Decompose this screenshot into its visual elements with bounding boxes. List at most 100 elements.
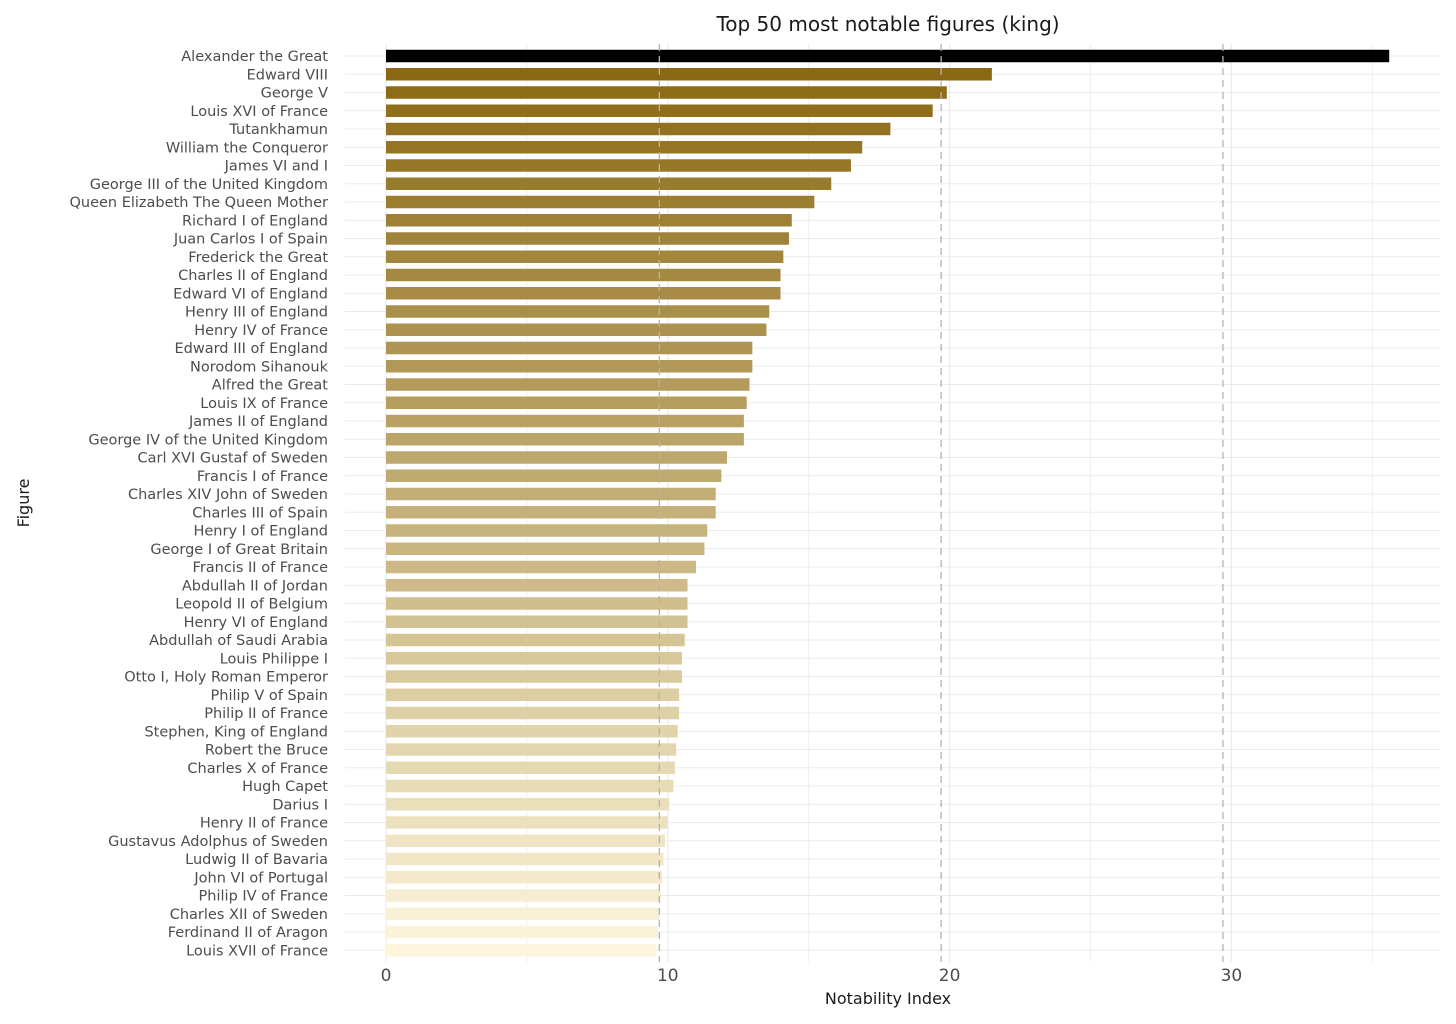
category-label: Philip II of France bbox=[204, 706, 328, 722]
category-label: Louis XVII of France bbox=[186, 943, 328, 959]
category-label: James II of England bbox=[188, 414, 328, 430]
x-tick-labels: 0 10 20 30 bbox=[381, 966, 1243, 986]
category-label: Francis II of France bbox=[193, 560, 329, 576]
category-label: Edward III of England bbox=[174, 341, 328, 357]
category-label: Henry II of France bbox=[200, 816, 328, 832]
category-label: Robert the Bruce bbox=[205, 743, 328, 759]
bar bbox=[386, 816, 668, 829]
chart-title: Top 50 most notable figures (king) bbox=[715, 12, 1059, 36]
category-label: Darius I bbox=[272, 797, 328, 813]
bar bbox=[386, 615, 688, 628]
category-label: Otto I, Holy Roman Emperor bbox=[124, 670, 328, 686]
bar bbox=[386, 68, 992, 81]
category-label: Leopold II of Belgium bbox=[175, 597, 328, 613]
category-label: Alexander the Great bbox=[181, 49, 328, 65]
category-label: Ludwig II of Bavaria bbox=[185, 852, 328, 868]
category-label: Juan Carlos I of Spain bbox=[173, 232, 328, 248]
category-label: Charles XIV John of Sweden bbox=[128, 487, 328, 503]
category-label: Henry I of England bbox=[193, 524, 328, 540]
bar bbox=[386, 305, 770, 318]
bar bbox=[386, 378, 750, 391]
bar bbox=[386, 944, 657, 957]
category-label: Edward VIII bbox=[247, 67, 328, 83]
bar bbox=[386, 177, 832, 190]
x-tick-label: 20 bbox=[939, 966, 961, 986]
category-label: Henry III of England bbox=[185, 305, 328, 321]
category-label: Tutankhamun bbox=[228, 122, 328, 138]
bar bbox=[386, 49, 1390, 63]
bar bbox=[386, 871, 663, 884]
bar bbox=[386, 250, 784, 263]
category-label: Henry VI of England bbox=[184, 615, 328, 631]
category-label: Louis IX of France bbox=[200, 396, 328, 412]
bar bbox=[386, 761, 675, 774]
category-label: Charles III of Spain bbox=[192, 505, 328, 521]
bar bbox=[386, 725, 678, 738]
category-label: Charles XII of Sweden bbox=[170, 907, 328, 923]
bar bbox=[386, 396, 747, 409]
bar bbox=[386, 743, 677, 756]
category-label: Ferdinand II of Aragon bbox=[168, 925, 328, 941]
bar bbox=[386, 688, 680, 701]
category-label: Abdullah II of Jordan bbox=[182, 578, 328, 594]
bar bbox=[386, 652, 682, 665]
bars bbox=[386, 49, 1390, 957]
bar bbox=[386, 341, 753, 355]
bar bbox=[386, 86, 947, 99]
category-label: Richard I of England bbox=[182, 213, 328, 229]
category-label: Alfred the Great bbox=[212, 378, 329, 394]
bar bbox=[386, 268, 781, 282]
category-label: Charles X of France bbox=[187, 761, 328, 777]
bar bbox=[386, 122, 891, 136]
bar bbox=[386, 706, 680, 720]
y-axis-title: Figure bbox=[14, 479, 33, 528]
bar bbox=[386, 287, 781, 300]
x-tick-label: 30 bbox=[1221, 966, 1243, 986]
bar bbox=[386, 779, 674, 793]
bar bbox=[386, 560, 696, 574]
category-label: Francis I of France bbox=[197, 469, 328, 485]
bar bbox=[386, 360, 753, 373]
category-label: Louis XVI of France bbox=[190, 104, 328, 120]
category-label: Stephen, King of England bbox=[144, 724, 328, 740]
bar bbox=[386, 159, 851, 172]
bar bbox=[386, 889, 661, 902]
bar bbox=[386, 597, 688, 610]
category-labels: Alexander the Great Edward VIII George V Lo… bbox=[69, 49, 328, 959]
category-label: Charles II of England bbox=[178, 268, 328, 284]
category-label: Henry IV of France bbox=[194, 323, 328, 339]
bar bbox=[386, 469, 722, 482]
x-tick-label: 0 bbox=[381, 966, 392, 986]
bar bbox=[386, 925, 658, 939]
bar bbox=[386, 506, 716, 519]
bar bbox=[386, 141, 863, 154]
bar bbox=[386, 633, 685, 647]
category-label: James VI and I bbox=[224, 159, 328, 175]
bar bbox=[386, 214, 792, 227]
category-label: Gustavus Adolphus of Sweden bbox=[108, 834, 328, 850]
bar bbox=[386, 323, 767, 336]
category-label: Edward VI of England bbox=[173, 286, 328, 302]
bar bbox=[386, 232, 789, 245]
category-label: George V bbox=[261, 86, 328, 102]
bar bbox=[386, 852, 664, 866]
bar bbox=[386, 670, 682, 683]
category-label: William the Conqueror bbox=[166, 140, 328, 156]
bar bbox=[386, 433, 744, 446]
category-label: Abdullah of Saudi Arabia bbox=[149, 633, 328, 649]
bar bbox=[386, 414, 744, 428]
bar bbox=[386, 451, 727, 464]
category-label: George IV of the United Kingdom bbox=[88, 432, 328, 448]
category-label: John VI of Portugal bbox=[193, 870, 328, 886]
category-label: Norodom Sihanouk bbox=[190, 359, 329, 375]
bar bbox=[386, 834, 665, 847]
bar bbox=[386, 907, 660, 920]
category-label: Louis Philippe I bbox=[220, 651, 328, 667]
x-axis-title: Notability Index bbox=[825, 989, 951, 1008]
category-label: Queen Elizabeth The Queen Mother bbox=[69, 195, 328, 211]
bar bbox=[386, 542, 705, 555]
category-label: Philip V of Spain bbox=[211, 688, 328, 704]
bar bbox=[386, 487, 716, 501]
bar bbox=[386, 195, 815, 209]
